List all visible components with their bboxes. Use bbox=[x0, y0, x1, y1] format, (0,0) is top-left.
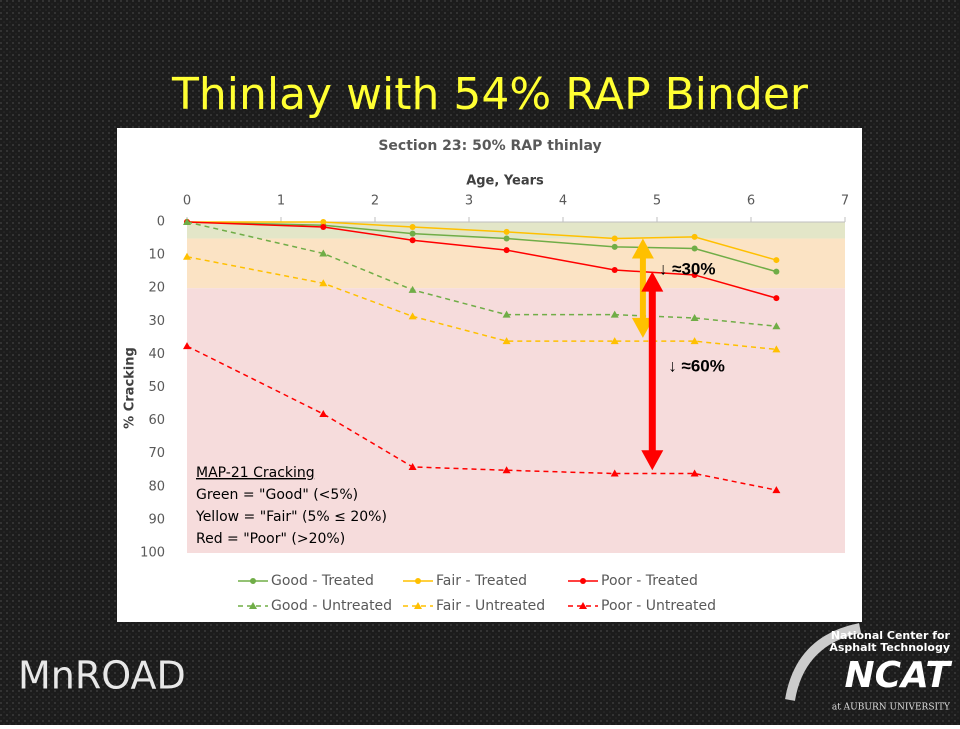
chart-title: Section 23: 50% RAP thinlay bbox=[378, 138, 601, 154]
point bbox=[409, 230, 416, 237]
logo-left: MnROAD bbox=[18, 654, 186, 698]
point bbox=[502, 310, 511, 318]
logo-road bbox=[785, 623, 862, 701]
y-tick-label: 80 bbox=[148, 479, 165, 494]
point bbox=[611, 235, 618, 242]
legend-marker bbox=[415, 578, 421, 584]
point bbox=[320, 219, 327, 225]
logo-right-sub: at AUBURN UNIVERSITY bbox=[832, 703, 951, 713]
point bbox=[408, 285, 417, 293]
logo-right-line1: National Center for bbox=[831, 629, 951, 642]
arrow-head bbox=[641, 271, 664, 292]
logo-right-line2: Asphalt Technology bbox=[829, 641, 950, 654]
y-tick-label: 30 bbox=[148, 314, 165, 329]
note-line: Red = "Poor" (>20%) bbox=[196, 531, 345, 547]
point bbox=[319, 279, 328, 287]
y-tick-label: 100 bbox=[140, 546, 165, 561]
legend-label: Poor - Untreated bbox=[601, 598, 716, 614]
point bbox=[183, 342, 191, 350]
legend-marker bbox=[249, 602, 257, 609]
point bbox=[183, 218, 191, 225]
point bbox=[502, 466, 511, 474]
x-tick-label: 3 bbox=[465, 194, 473, 209]
point bbox=[772, 486, 781, 494]
legend-label: Good - Treated bbox=[271, 573, 374, 589]
arrow-label: ↓ ≈30% bbox=[659, 260, 716, 279]
point bbox=[691, 245, 698, 252]
point bbox=[772, 322, 781, 330]
point bbox=[320, 223, 327, 230]
point bbox=[690, 469, 699, 477]
point bbox=[503, 247, 510, 254]
arrow-label: ↓ ≈60% bbox=[668, 356, 725, 375]
band bbox=[187, 222, 845, 239]
legend-marker bbox=[250, 578, 256, 584]
y-tick-label: 50 bbox=[148, 380, 165, 395]
x-tick-label: 7 bbox=[841, 194, 849, 209]
point bbox=[409, 223, 416, 230]
band bbox=[187, 288, 845, 553]
legend-label: Fair - Treated bbox=[436, 573, 527, 589]
legend-marker bbox=[414, 602, 422, 609]
legend-label: Fair - Untreated bbox=[436, 598, 545, 614]
arrow-head bbox=[631, 238, 654, 259]
point bbox=[773, 257, 780, 264]
point bbox=[610, 469, 619, 477]
point bbox=[319, 249, 328, 257]
y-tick-label: 90 bbox=[148, 512, 165, 527]
x-tick-label: 6 bbox=[747, 194, 755, 209]
y-axis-label: % Cracking bbox=[123, 347, 138, 429]
note-line: Yellow = "Fair" (5% ≤ 20%) bbox=[195, 509, 387, 525]
note-line: Green = "Good" (<5%) bbox=[196, 487, 358, 503]
y-tick-label: 40 bbox=[148, 347, 165, 362]
y-tick-label: 0 bbox=[157, 215, 165, 230]
y-tick-label: 60 bbox=[148, 413, 165, 428]
x-tick-label: 1 bbox=[277, 194, 285, 209]
y-tick-label: 70 bbox=[148, 446, 165, 461]
point bbox=[503, 235, 510, 242]
point bbox=[690, 337, 699, 345]
point bbox=[691, 271, 698, 278]
point bbox=[691, 233, 698, 240]
point bbox=[773, 295, 780, 302]
point bbox=[773, 268, 780, 275]
point bbox=[610, 337, 619, 345]
point bbox=[611, 266, 618, 273]
note-heading: MAP-21 Cracking bbox=[196, 465, 315, 481]
point bbox=[408, 312, 417, 320]
point bbox=[409, 237, 416, 244]
y-tick-label: 20 bbox=[148, 281, 165, 296]
point bbox=[319, 409, 328, 417]
slide-title: Thinlay with 54% RAP Binder bbox=[171, 69, 809, 120]
x-tick-label: 2 bbox=[371, 194, 379, 209]
point bbox=[690, 313, 699, 321]
x-axis-label: Age, Years bbox=[466, 174, 544, 189]
legend-label: Good - Untreated bbox=[271, 598, 392, 614]
arrow-head bbox=[641, 450, 664, 471]
arrow-head bbox=[631, 317, 654, 338]
legend-marker bbox=[580, 578, 586, 584]
point bbox=[408, 462, 417, 470]
logo-right-name: NCAT bbox=[844, 655, 952, 696]
point bbox=[611, 243, 618, 250]
point bbox=[772, 345, 781, 353]
x-tick-label: 0 bbox=[183, 194, 191, 209]
point bbox=[610, 310, 619, 318]
x-tick-label: 5 bbox=[653, 194, 661, 209]
point bbox=[183, 252, 191, 260]
point bbox=[502, 337, 511, 345]
legend-marker bbox=[579, 602, 587, 609]
y-tick-label: 10 bbox=[148, 248, 165, 263]
point bbox=[503, 228, 510, 235]
x-tick-label: 4 bbox=[559, 194, 567, 209]
legend-label: Poor - Treated bbox=[601, 573, 698, 589]
